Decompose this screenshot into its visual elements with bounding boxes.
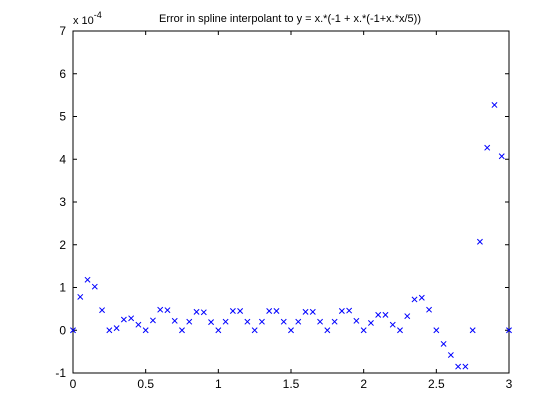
x-tick-label: 0 — [70, 377, 77, 391]
y-tick-label: 1 — [59, 281, 66, 295]
axis-scale-base: x 10 — [73, 15, 94, 27]
x-tick-label: 2 — [360, 377, 367, 391]
y-tick-label: 2 — [59, 238, 66, 252]
y-tick-label: 3 — [59, 195, 66, 209]
y-tick-label: 7 — [59, 24, 66, 38]
y-tick-label: 4 — [59, 152, 66, 166]
x-tick-label: 2.5 — [428, 377, 445, 391]
axis-scale-exponent: -4 — [94, 10, 102, 20]
plot-area-frame — [73, 31, 509, 373]
x-tick-label: 1 — [215, 377, 222, 391]
x-tick-label: 3 — [506, 377, 513, 391]
x-tick-label: 0.5 — [137, 377, 154, 391]
chart-title: Error in spline interpolant to y = x.*(-… — [159, 13, 421, 25]
y-tick-label: 6 — [59, 67, 66, 81]
y-tick-label: 0 — [59, 323, 66, 337]
y-tick-label: 5 — [59, 110, 66, 124]
x-tick-label: 1.5 — [283, 377, 300, 391]
y-tick-label: -1 — [55, 366, 66, 380]
